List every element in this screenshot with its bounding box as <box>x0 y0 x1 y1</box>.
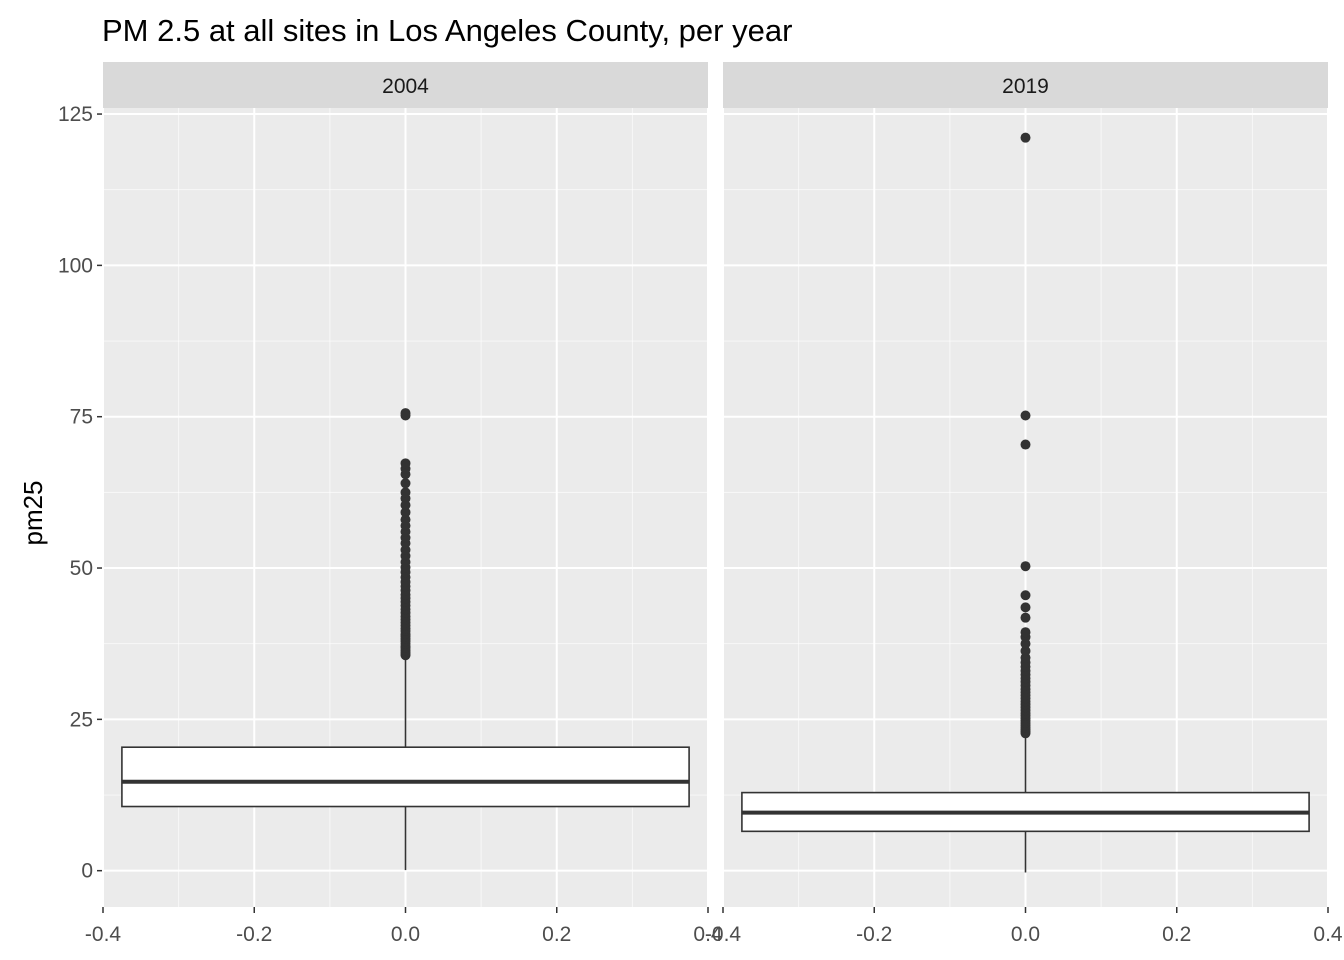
x-tick-label: 0.2 <box>542 923 571 946</box>
facet-strip-label: 2019 <box>1002 75 1049 98</box>
outlier-point <box>400 507 411 518</box>
outlier-point <box>1020 410 1031 421</box>
y-tick-label: 50 <box>70 557 93 580</box>
outlier-point <box>400 514 411 525</box>
x-tick-label: 0.4 <box>693 923 723 946</box>
y-tick-label: 100 <box>58 254 93 277</box>
outlier-point <box>1020 132 1031 143</box>
y-tick-label: 75 <box>70 406 93 429</box>
outlier-point <box>1020 561 1031 572</box>
y-tick-label: 125 <box>58 103 93 126</box>
y-axis-title: pm25 <box>18 480 48 545</box>
facet-strip <box>103 62 708 108</box>
x-tick-label: -0.4 <box>85 923 122 946</box>
x-tick-label: -0.2 <box>856 923 892 946</box>
outlier-point <box>400 487 411 498</box>
facet-panel-2019: 2019 -0.4 -0.2 0.0 0.2 0.4 <box>705 62 1343 946</box>
facet-panel-2004: 2004 -0.4 -0.2 0.0 0.2 0.4 <box>85 62 723 946</box>
outlier-point <box>1020 645 1031 656</box>
outlier-point <box>1020 439 1031 450</box>
facet-strip-label: 2004 <box>382 75 429 98</box>
x-tick-label: -0.4 <box>705 923 742 946</box>
y-tick-label: 0 <box>81 860 93 883</box>
x-tick-label: 0.2 <box>1162 923 1191 946</box>
x-tick-label: 0.0 <box>391 923 420 946</box>
facet-panels: 0 25 50 75 100 125 2004 -0.4 -0.2 0.0 0.2 0.4 2019 -0… <box>58 62 1343 946</box>
x-tick-label: 0.4 <box>1313 923 1343 946</box>
y-tick-label: 25 <box>70 708 93 731</box>
outlier-point <box>1020 590 1031 601</box>
outlier-point <box>400 408 411 419</box>
facet-strip <box>723 62 1328 108</box>
outlier-point <box>1020 627 1031 638</box>
outlier-point <box>1020 612 1031 623</box>
x-tick-label: 0.0 <box>1011 923 1040 946</box>
outlier-point <box>400 458 411 469</box>
outlier-point <box>1020 602 1031 613</box>
chart-title: PM 2.5 at all sites in Los Angeles Count… <box>102 13 792 48</box>
outlier-point <box>400 478 411 489</box>
box-iqr <box>121 746 690 808</box>
x-tick-label: -0.2 <box>236 923 272 946</box>
